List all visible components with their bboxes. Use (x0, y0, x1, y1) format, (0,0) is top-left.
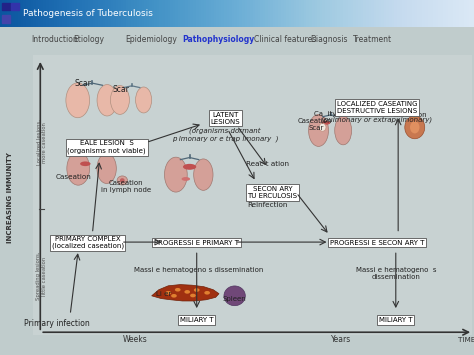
Ellipse shape (164, 157, 187, 192)
Text: EALE LESION  S
(organisms not viable): EALE LESION S (organisms not viable) (67, 140, 146, 154)
Ellipse shape (97, 84, 117, 116)
Text: Pathophysiology: Pathophysiology (182, 34, 255, 44)
Text: Primary infection: Primary infection (24, 319, 90, 328)
Text: Years: Years (331, 335, 351, 344)
Ellipse shape (66, 83, 90, 118)
Text: Epidemiology: Epidemiology (126, 34, 177, 44)
Text: Caseation
in lymph node: Caseation in lymph node (100, 180, 151, 193)
Text: Weeks: Weeks (123, 335, 147, 344)
Circle shape (171, 294, 177, 297)
Ellipse shape (410, 112, 419, 117)
Text: Pathogenesis of Tuberculosis: Pathogenesis of Tuberculosis (23, 9, 153, 18)
Text: INCREASING IMMUNITY: INCREASING IMMUNITY (8, 152, 13, 242)
Ellipse shape (110, 86, 129, 114)
Text: Caseation: Caseation (298, 118, 333, 124)
Bar (2, 15, 10, 23)
Ellipse shape (80, 162, 91, 166)
Text: Treatment: Treatment (353, 34, 392, 44)
Ellipse shape (319, 123, 326, 131)
Text: Caseation: Caseation (392, 112, 428, 118)
Text: Spreading lesions,
little caseation: Spreading lesions, little caseation (36, 252, 47, 300)
Ellipse shape (182, 177, 190, 181)
FancyBboxPatch shape (33, 55, 472, 335)
Bar (2, 3, 10, 10)
Circle shape (204, 291, 210, 295)
Polygon shape (152, 285, 219, 301)
Ellipse shape (97, 153, 116, 184)
Text: Scar: Scar (309, 125, 324, 131)
Ellipse shape (335, 116, 352, 145)
Text: Etiology: Etiology (73, 34, 104, 44)
Ellipse shape (224, 286, 246, 306)
Text: PROGRESSI E SECON ARY T: PROGRESSI E SECON ARY T (329, 240, 424, 246)
Text: Scar: Scar (112, 85, 129, 94)
Text: Diagnosis: Diagnosis (310, 34, 348, 44)
Text: LATENT
LESIONS: LATENT LESIONS (210, 112, 240, 125)
Text: PROGRESSI E PRIMARY T: PROGRESSI E PRIMARY T (154, 240, 239, 246)
Text: Introduction: Introduction (31, 34, 78, 44)
Text: Clinical features: Clinical features (254, 34, 316, 44)
Text: (organisms dormant
p lmonary or e trap lmonary  ): (organisms dormant p lmonary or e trap l… (172, 128, 278, 142)
Text: TIME: TIME (458, 337, 474, 343)
Text: Localized lesions,
more caseation: Localized lesions, more caseation (36, 120, 47, 165)
Text: SECON ARY
TU ERCULOSIS: SECON ARY TU ERCULOSIS (247, 186, 298, 199)
Ellipse shape (120, 178, 125, 183)
Ellipse shape (309, 115, 328, 146)
Ellipse shape (405, 116, 425, 139)
Ellipse shape (322, 121, 330, 125)
Text: MILIARY T: MILIARY T (180, 317, 213, 323)
Text: Reac t ation: Reac t ation (246, 161, 289, 167)
Ellipse shape (183, 164, 196, 170)
Circle shape (165, 291, 171, 295)
Text: (pulmonary or extrapulmonary): (pulmonary or extrapulmonary) (321, 116, 432, 123)
Circle shape (184, 290, 190, 294)
Ellipse shape (410, 121, 419, 133)
Circle shape (190, 294, 196, 297)
Text: Massi e hematogeno  s
dissemination: Massi e hematogeno s dissemination (356, 267, 436, 279)
Text: LOCALIZED CASEATING
DESTRUCTIVE LESIONS: LOCALIZED CASEATING DESTRUCTIVE LESIONS (337, 101, 417, 114)
Text: Ca  ity: Ca ity (313, 111, 336, 117)
Text: Reinfection: Reinfection (247, 202, 288, 208)
Bar (11, 3, 19, 10)
Text: PRIMARY COMPLEX
(localized caseation): PRIMARY COMPLEX (localized caseation) (52, 236, 124, 250)
Ellipse shape (194, 159, 213, 190)
Text: MILIARY T: MILIARY T (379, 317, 412, 323)
Text: Massi e hematogeno s dissemination: Massi e hematogeno s dissemination (135, 267, 264, 273)
Ellipse shape (67, 152, 90, 185)
Text: Spleen: Spleen (223, 296, 246, 302)
Circle shape (175, 288, 181, 291)
Text: Caseation: Caseation (55, 174, 91, 180)
Ellipse shape (117, 176, 128, 185)
Text: Scar: Scar (74, 79, 91, 88)
Circle shape (194, 288, 200, 292)
Text: Li er: Li er (156, 291, 171, 297)
Ellipse shape (136, 87, 152, 113)
